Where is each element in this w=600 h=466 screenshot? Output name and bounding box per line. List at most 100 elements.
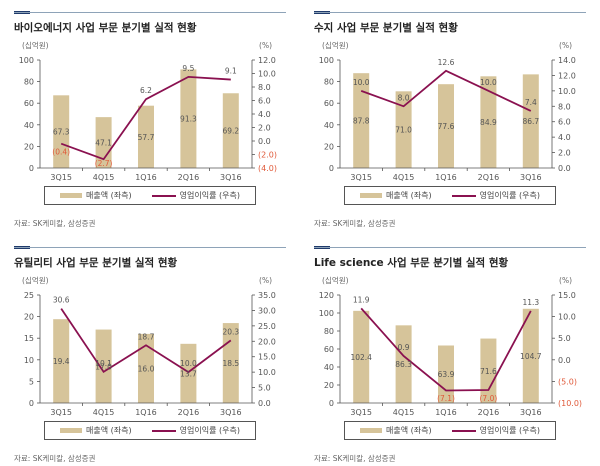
bar-1Q16	[138, 333, 154, 403]
legend-bar-swatch	[360, 428, 383, 433]
margin-line	[360, 307, 532, 392]
x-tick-label: 3Q15	[350, 408, 372, 417]
right-tick-label: 0.0	[558, 356, 571, 365]
bar-data-label: 13.7	[180, 369, 197, 378]
legend-item-revenue: 매출액 (좌측)	[60, 425, 132, 436]
legend-item-revenue: 매출액 (좌측)	[360, 425, 432, 436]
bar-data-label: 16.0	[138, 364, 155, 373]
line-data-label: (7.1)	[437, 394, 455, 403]
x-tick-label: 4Q15	[393, 173, 415, 182]
left-tick-label: 120	[319, 291, 334, 300]
bar-data-label: 71.6	[480, 367, 497, 376]
bar-data-label: 19.4	[53, 357, 70, 366]
chart-title: Life science 사업 부문 분기별 실적 현황	[314, 257, 509, 269]
left-tick-label: 20	[324, 142, 334, 151]
left-tick-label: 0	[329, 399, 334, 408]
left-axis-unit: (십억원)	[22, 276, 49, 285]
right-tick-label: 15.0	[258, 353, 276, 362]
source-note: 자료: SK케미칼, 삼성증권	[14, 219, 96, 228]
right-axis-unit: (%)	[559, 276, 572, 285]
bar-data-label: 86.7	[522, 117, 539, 126]
left-tick-label: 100	[319, 56, 334, 65]
x-tick-label: 4Q15	[393, 408, 415, 417]
bar-3Q15	[53, 95, 70, 168]
x-tick-label: 3Q16	[520, 408, 542, 417]
left-tick-label: 25	[24, 291, 34, 300]
left-tick-label: 80	[324, 78, 334, 87]
line-data-label: 10.0	[180, 359, 197, 368]
x-tick-label: 3Q15	[350, 173, 372, 182]
line-data-label: 8.0	[398, 93, 410, 102]
right-tick-label: (2.0)	[258, 151, 277, 160]
left-tick-label: 40	[324, 363, 334, 372]
chart-panel-utility: 유틸리티 사업 부문 분기별 실적 현황 (십억원) (%) 0 5 10 15 20 25 0…	[0, 235, 290, 465]
chart-legend: 매출액 (좌측) 영업이익률 (우측)	[344, 421, 556, 440]
bar-3Q16	[222, 93, 239, 168]
legend-label: 영업이익률 (우측)	[179, 191, 240, 200]
bar-data-label: 86.3	[395, 360, 412, 369]
legend-bar-swatch	[60, 193, 83, 198]
chart-title: 유틸리티 사업 부문 분기별 실적 현황	[14, 257, 178, 269]
bar-data-label: 102.4	[350, 353, 372, 362]
bar-1Q16	[438, 345, 454, 403]
x-tick-label: 2Q16	[178, 408, 200, 417]
left-axis-unit: (십억원)	[322, 276, 349, 285]
line-data-label: 18.7	[138, 332, 155, 341]
margin-line	[360, 69, 532, 112]
bar-data-label: 17.0	[95, 362, 112, 371]
line-data-label: 20.3	[222, 327, 239, 336]
legend-item-margin: 영업이익률 (우측)	[451, 190, 540, 201]
legend-label: 영업이익률 (우측)	[479, 426, 540, 435]
chart-title: 수지 사업 부문 분기별 실적 현황	[314, 22, 458, 34]
chart-panel-resin: 수지 사업 부문 분기별 실적 현황 (십억원) (%) 0 20 40 60 80 100 0…	[300, 0, 590, 230]
bar-2Q16	[180, 69, 197, 168]
right-tick-label: 2.0	[258, 124, 271, 133]
bar-data-label: 69.2	[222, 127, 239, 136]
bar-3Q15	[53, 319, 70, 403]
bar-1Q16	[138, 105, 154, 168]
margin-line	[60, 308, 232, 374]
header-rule	[314, 247, 586, 248]
left-tick-label: 80	[24, 78, 34, 87]
left-tick-label: 80	[324, 327, 334, 336]
left-tick-label: 20	[324, 381, 334, 390]
legend-line-swatch	[451, 429, 476, 432]
line-data-label: (2.7)	[95, 159, 113, 168]
x-tick-label: 3Q16	[520, 173, 542, 182]
right-tick-label: 14.0	[558, 56, 576, 65]
bar-data-label: 87.8	[353, 117, 370, 126]
right-tick-label: 10.0	[558, 87, 576, 96]
left-tick-label: 60	[324, 99, 334, 108]
left-tick-label: 60	[24, 99, 34, 108]
legend-bar-swatch	[60, 428, 83, 433]
x-tick-label: 3Q16	[220, 408, 242, 417]
x-tick-label: 3Q15	[50, 408, 72, 417]
right-tick-label: (10.0)	[558, 399, 582, 408]
line-data-label: (0.4)	[52, 148, 70, 157]
chart-legend: 매출액 (좌측) 영업이익률 (우측)	[44, 186, 256, 205]
margin-line	[60, 75, 231, 161]
right-axis-unit: (%)	[559, 41, 572, 50]
bar-3Q15	[353, 310, 370, 403]
legend-label: 매출액 (좌측)	[386, 191, 432, 200]
line-data-label: 6.2	[140, 86, 152, 95]
right-tick-label: 4.0	[558, 133, 571, 142]
legend-bar-swatch	[360, 193, 383, 198]
right-tick-label: 25.0	[258, 322, 276, 331]
bar-2Q16	[180, 343, 197, 403]
chart-legend: 매출액 (좌측) 영업이익률 (우측)	[44, 421, 256, 440]
left-tick-label: 0	[29, 399, 34, 408]
bar-3Q16	[522, 74, 539, 168]
bar-4Q15	[95, 329, 112, 403]
right-tick-label: 0.0	[258, 399, 271, 408]
legend-label: 영업이익률 (우측)	[479, 191, 540, 200]
x-tick-label: 2Q16	[478, 173, 500, 182]
legend-item-margin: 영업이익률 (우측)	[451, 425, 540, 436]
bar-data-label: 47.1	[95, 139, 112, 148]
legend-item-margin: 영업이익률 (우측)	[151, 190, 240, 201]
right-tick-label: 10.0	[558, 313, 576, 322]
right-axis-unit: (%)	[259, 276, 272, 285]
left-tick-label: 0	[329, 164, 334, 173]
chart-utility: (십억원) (%) 0 5 10 15 20 25 0.0 5.0 10.0 15.0 20.0 25.0…	[22, 276, 276, 417]
legend-item-revenue: 매출액 (좌측)	[360, 190, 432, 201]
